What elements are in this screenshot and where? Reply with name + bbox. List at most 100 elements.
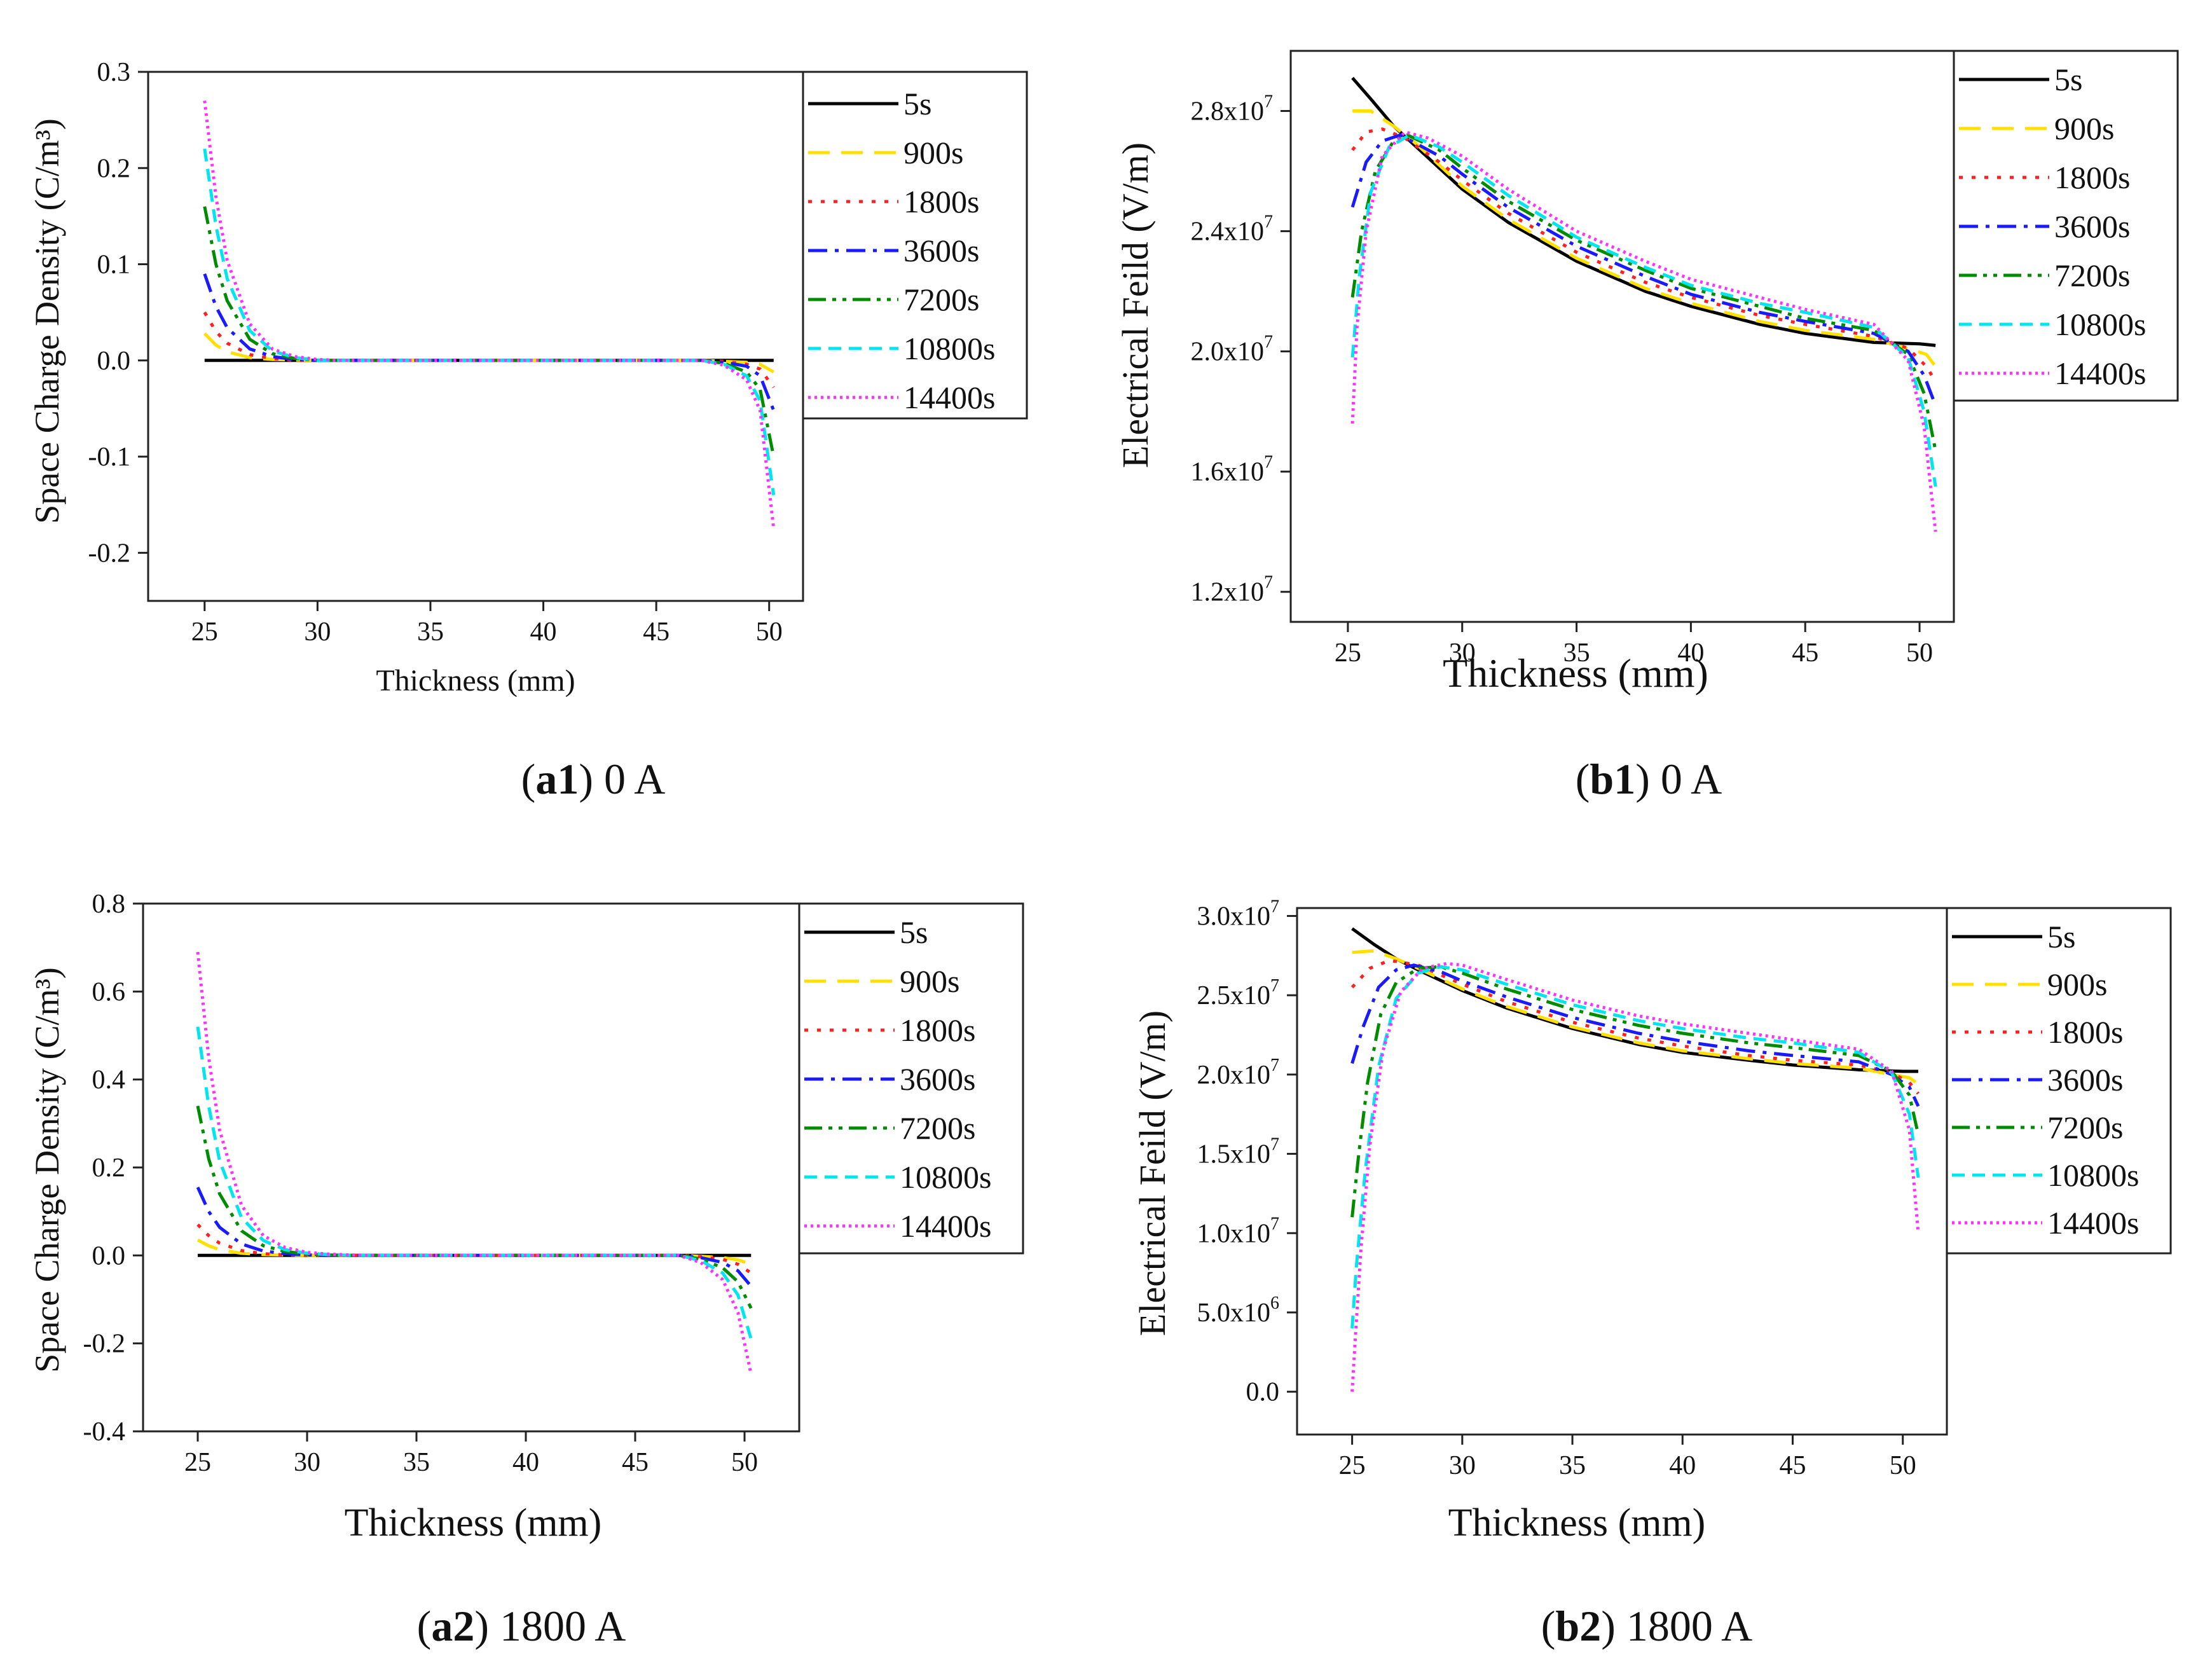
x-tick-label: 35	[1563, 638, 1590, 668]
x-tick-label: 30	[294, 1448, 320, 1477]
series-line-1800s	[203, 311, 775, 389]
caption-a1-id: a1	[535, 755, 579, 803]
series-line-5s	[1351, 927, 1918, 1073]
y-tick-exponent: 7	[1264, 453, 1273, 472]
y-tick-mantissa: 3.0x10	[1197, 902, 1271, 931]
y-tick-mantissa: 2.4x10	[1191, 217, 1265, 247]
y-tick-label: 1.2x107	[1191, 573, 1274, 607]
y-tick-mantissa: 0.0	[1246, 1378, 1280, 1407]
legend-label-7200s: 7200s	[900, 1110, 975, 1146]
legend-label-900s: 900s	[2047, 967, 2107, 1002]
y-tick-label: 0.1	[97, 251, 131, 280]
x-tick-label: 50	[731, 1448, 758, 1477]
plot-area-a2: 25 30 35 40 45 50 0.8 0.6 0.4 0.2 0.0 -0.2 -0.4 5s 900…	[83, 890, 1024, 1477]
legend-label-14400s: 14400s	[900, 1208, 991, 1244]
x-tick-label: 40	[512, 1448, 539, 1477]
y-tick-label: 2.4x107	[1191, 212, 1274, 247]
plot-frame-a2	[142, 902, 800, 1433]
legend-label-3600s: 3600s	[2047, 1062, 2123, 1098]
series-line-5s	[1351, 76, 1936, 347]
y-axis-label-a1: Space Charge Density (C/m³)	[28, 118, 66, 524]
y-tick-label: 2.5x107	[1197, 976, 1280, 1010]
legend-label-10800s: 10800s	[903, 331, 995, 366]
y-tick-exponent: 7	[1270, 976, 1279, 996]
x-tick-label: 25	[1339, 1451, 1366, 1480]
y-tick-label: -0.2	[83, 1330, 126, 1359]
y-tick-label: 3.0x107	[1197, 897, 1280, 931]
x-tick-label: 30	[304, 617, 331, 647]
caption-b2-text: ) 1800 A	[1601, 1602, 1752, 1650]
legend-label-3600s: 3600s	[2054, 209, 2130, 244]
series-line-3600s	[1350, 133, 1937, 406]
series-line-14400s	[196, 951, 753, 1375]
x-axis-label-b1: Thickness (mm)	[1443, 651, 1708, 696]
series-line-14400s	[1350, 130, 1937, 532]
series-line-3600s	[1350, 963, 1920, 1107]
x-tick-label: 35	[1559, 1451, 1586, 1480]
legend-label-900s: 900s	[903, 135, 963, 170]
y-tick-exponent: 7	[1270, 1056, 1279, 1075]
legend-label-7200s: 7200s	[903, 282, 979, 317]
panel-b1: 25 30 35 40 45 502.8x1072.4x1072.0x1071.6x107…	[1115, 50, 2179, 803]
y-tick-mantissa: 1.5x10	[1197, 1140, 1271, 1169]
x-axis-label-a2: Thickness (mm)	[345, 1501, 602, 1545]
caption-b1-id: b1	[1590, 755, 1635, 803]
y-tick-exponent: 7	[1264, 333, 1273, 352]
y-tick-exponent: 7	[1264, 212, 1273, 232]
legend-label-5s: 5s	[903, 86, 931, 121]
series-line-3600s	[203, 273, 776, 411]
series-line-900s	[196, 1238, 752, 1266]
y-tick-label: 1.0x107	[1197, 1214, 1280, 1248]
x-axis-label-b2: Thickness (mm)	[1448, 1501, 1706, 1545]
series-line-7200s	[196, 1105, 753, 1309]
series-line-10800s	[196, 1026, 753, 1340]
x-tick-label: 50	[1890, 1451, 1916, 1480]
x-tick-label: 35	[403, 1448, 430, 1477]
x-tick-label: 25	[184, 1448, 211, 1477]
legend-label-10800s: 10800s	[2054, 306, 2146, 342]
y-tick-label: 2.8x107	[1191, 92, 1274, 127]
y-tick-mantissa: 1.2x10	[1191, 578, 1265, 607]
y-tick-label: 0.2	[97, 154, 131, 183]
y-tick-mantissa: 2.0x10	[1197, 1061, 1271, 1090]
x-tick-label: 45	[643, 617, 670, 647]
series-line-900s	[1352, 949, 1920, 1085]
legend-label-14400s: 14400s	[903, 380, 995, 415]
legend-label-5s: 5s	[2047, 919, 2075, 954]
legend-label-10800s: 10800s	[2047, 1157, 2139, 1193]
y-tick-label: 0.4	[92, 1066, 126, 1095]
x-tick-label: 30	[1449, 1451, 1476, 1480]
legend-label-3600s: 3600s	[900, 1061, 975, 1097]
caption-b1-text: ) 0 A	[1635, 755, 1722, 803]
legend-box-a2	[798, 902, 1024, 1255]
y-tick-label: 0.6	[92, 977, 126, 1007]
y-tick-label: 0.0	[1246, 1378, 1280, 1407]
panel-a1: 25 30 35 40 45 50 0.3 0.2 0.1 0.0 -0.1 -0.2 5s 900s 18…	[28, 58, 1028, 803]
series-line-14400s	[1350, 961, 1920, 1392]
y-tick-exponent: 7	[1270, 897, 1279, 916]
legend-label-1800s: 1800s	[903, 184, 979, 219]
x-tick-label: 45	[1779, 1451, 1806, 1480]
y-axis-label-a2: Space Charge Density (C/m³)	[28, 967, 66, 1373]
caption-a2: (a2) 1800 A	[417, 1602, 626, 1650]
y-tick-label: 2.0x107	[1191, 333, 1274, 367]
series-line-1800s	[1350, 958, 1920, 1095]
y-tick-mantissa: 2.8x10	[1191, 97, 1265, 127]
legend-label-1800s: 1800s	[2054, 160, 2130, 195]
y-axis-label-b1: Electrical Feild (V/m)	[1115, 142, 1156, 468]
y-tick-exponent: 7	[1264, 573, 1273, 593]
legend-box-b2	[1946, 907, 2172, 1255]
x-tick-label: 25	[191, 617, 218, 647]
y-tick-mantissa: 2.5x10	[1197, 981, 1271, 1010]
x-tick-label: 45	[1792, 638, 1818, 668]
plot-area-b1: 25 30 35 40 45 502.8x1072.4x1072.0x1071.6x107…	[1191, 50, 2179, 668]
series-line-7200s	[1350, 965, 1920, 1218]
legend-label-900s: 900s	[2054, 111, 2114, 146]
panel-b2: 25 30 35 40 45 503.0x1072.5x1072.0x1071.5x107…	[1132, 897, 2172, 1650]
y-tick-label: 2.0x107	[1197, 1056, 1280, 1090]
legend-label-1800s: 1800s	[2047, 1014, 2123, 1050]
x-tick-label: 35	[417, 617, 444, 647]
series-line-10800s	[203, 148, 776, 495]
series-line-900s	[203, 332, 775, 374]
